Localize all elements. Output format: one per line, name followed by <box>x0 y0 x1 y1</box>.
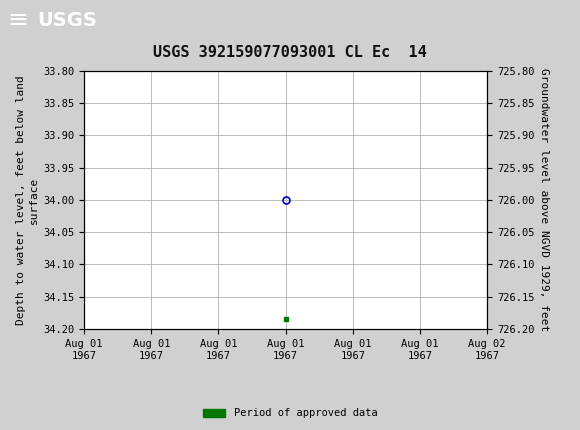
Y-axis label: Groundwater level above NGVD 1929, feet: Groundwater level above NGVD 1929, feet <box>539 68 549 332</box>
Legend: Period of approved data: Period of approved data <box>198 404 382 423</box>
Y-axis label: Depth to water level, feet below land
surface: Depth to water level, feet below land su… <box>16 75 39 325</box>
Text: ≡: ≡ <box>8 9 28 32</box>
Text: USGS 392159077093001 CL Ec  14: USGS 392159077093001 CL Ec 14 <box>153 45 427 60</box>
Text: USGS: USGS <box>38 11 97 30</box>
